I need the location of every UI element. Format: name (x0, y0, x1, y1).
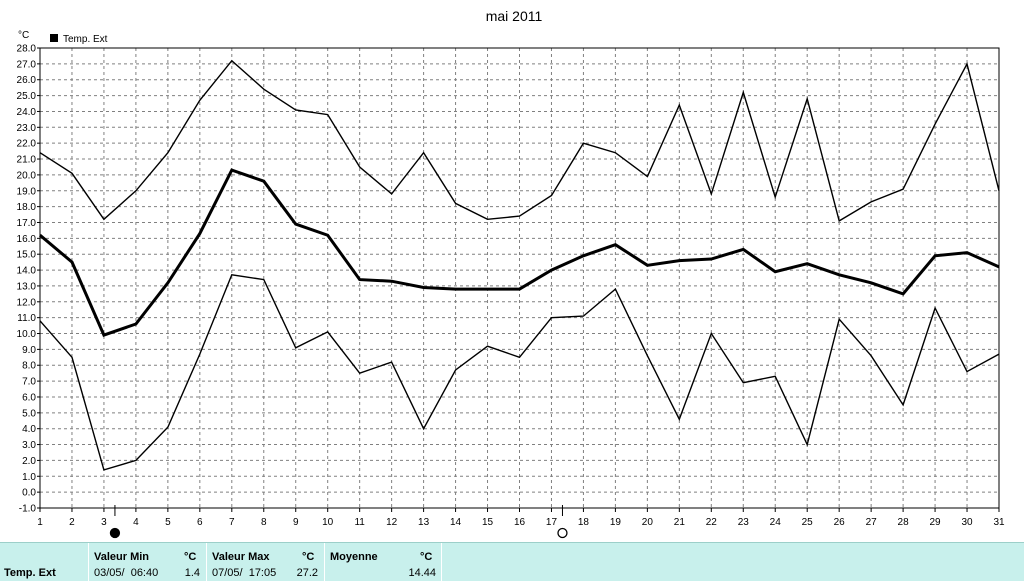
x-tick-label: 26 (834, 517, 846, 528)
x-tick-label: 28 (898, 517, 910, 528)
x-tick-label: 10 (322, 517, 334, 528)
y-tick-label: 7.0 (22, 377, 36, 388)
y-tick-label: 16.0 (17, 234, 37, 245)
x-tick-label: 4 (133, 517, 139, 528)
avg-value: 14.44 (408, 567, 436, 579)
legend-label: Temp. Ext (63, 34, 108, 45)
summary-panel: Temp. Ext Valeur Min °C 03/05/ 06:40 1.4… (0, 542, 1024, 581)
legend-swatch (50, 34, 58, 42)
avg-header: Moyenne (330, 551, 378, 563)
y-tick-label: 3.0 (22, 440, 36, 451)
x-tick-label: 31 (993, 517, 1005, 528)
y-tick-label: 10.0 (17, 329, 37, 340)
axis-ticks: -1.00.01.02.03.04.05.06.07.08.09.010.011… (17, 44, 1005, 529)
min-unit: °C (184, 551, 197, 563)
y-tick-label: 2.0 (22, 456, 36, 467)
x-tick-label: 1 (37, 517, 43, 528)
min-date: 03/05/ 06:40 (94, 567, 159, 579)
y-tick-label: 15.0 (17, 250, 37, 261)
y-tick-label: 19.0 (17, 186, 37, 197)
y-tick-label: -1.0 (19, 504, 37, 515)
x-tick-label: 5 (165, 517, 171, 528)
x-tick-label: 22 (706, 517, 718, 528)
y-tick-label: 17.0 (17, 218, 37, 229)
y-tick-label: 6.0 (22, 392, 36, 403)
x-tick-label: 8 (261, 517, 267, 528)
y-tick-label: 22.0 (17, 139, 37, 150)
series-line-max (39, 59, 1000, 222)
y-tick-label: 25.0 (17, 91, 37, 102)
y-tick-label: 24.0 (17, 107, 37, 118)
series-lines (39, 59, 1000, 471)
x-tick-label: 15 (482, 517, 494, 528)
temperature-chart: mai 2011 °C Temp. Ext -1.0 0.0 1.0 2.0 3.0 4.… (17, 8, 1005, 539)
y-tick-label: 27.0 (17, 59, 37, 70)
y-tick-label: 21.0 (17, 155, 37, 166)
x-tick-label: 21 (674, 517, 686, 528)
x-tick-label: 9 (293, 517, 299, 528)
x-tick-label: 14 (450, 517, 462, 528)
y-tick-label: 26.0 (17, 75, 37, 86)
min-marker (109, 527, 121, 539)
y-tick-label: 4.0 (22, 424, 36, 435)
x-tick-label: 30 (961, 517, 973, 528)
x-tick-label: 25 (802, 517, 814, 528)
x-tick-label: 6 (197, 517, 203, 528)
max-date: 07/05/ 17:05 (212, 567, 277, 579)
x-tick-label: 3 (101, 517, 107, 528)
y-tick-label: 12.0 (17, 297, 37, 308)
y-tick-label: 8.0 (22, 361, 36, 372)
x-tick-label: 13 (418, 517, 430, 528)
plot-frame (39, 47, 1000, 509)
min-header: Valeur Min (94, 551, 150, 563)
y-axis-unit: °C (18, 30, 29, 41)
series-line-mean (39, 168, 1000, 337)
summary-row-label: Temp. Ext (4, 567, 56, 579)
min-value: 1.4 (184, 567, 200, 579)
x-tick-label: 2 (69, 517, 75, 528)
x-tick-label: 12 (386, 517, 398, 528)
x-tick-label: 17 (546, 517, 558, 528)
y-tick-label: 5.0 (22, 408, 36, 419)
y-tick-label: 20.0 (17, 170, 37, 181)
y-tick-label: 11.0 (17, 313, 36, 324)
y-tick-label: 14.0 (17, 266, 37, 277)
x-tick-label: 29 (930, 517, 942, 528)
x-tick-label: 18 (578, 517, 590, 528)
y-tick-label: 9.0 (22, 345, 36, 356)
x-tick-label: 27 (866, 517, 878, 528)
y-tick-label: 0.0 (22, 488, 36, 499)
max-value: 27.2 (296, 567, 318, 579)
x-tick-label: 7 (229, 517, 235, 528)
max-unit: °C (302, 551, 315, 563)
markers (109, 505, 568, 539)
x-tick-label: 20 (642, 517, 654, 528)
max-header: Valeur Max (212, 551, 270, 563)
chart-title: mai 2011 (486, 8, 543, 24)
x-tick-label: 19 (610, 517, 622, 528)
y-tick-label: 23.0 (17, 123, 37, 134)
x-tick-label: 11 (354, 517, 365, 528)
y-tick-label: 1.0 (22, 472, 36, 483)
avg-unit: °C (420, 551, 433, 563)
y-tick-label: 28.0 (17, 44, 37, 55)
series-line-min (39, 274, 1000, 471)
x-tick-label: 16 (514, 517, 526, 528)
x-tick-label: 24 (770, 517, 782, 528)
max-marker (557, 527, 568, 539)
x-tick-label: 23 (738, 517, 750, 528)
y-tick-label: 13.0 (17, 281, 37, 292)
y-tick-label: 18.0 (17, 202, 37, 213)
